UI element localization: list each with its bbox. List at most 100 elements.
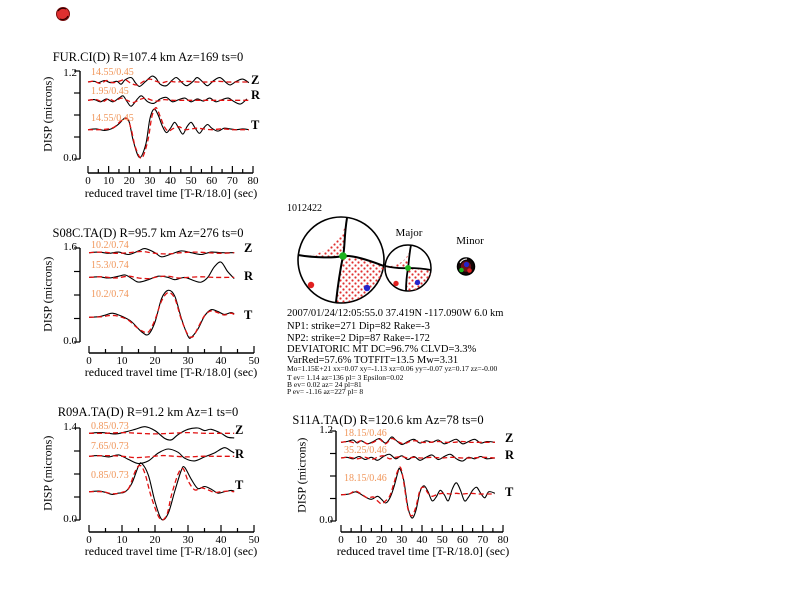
panel-title-s08c-ta: S08C.TA(D) R=95.7 km Az=276 ts=0 xyxy=(52,226,244,240)
x-tick-label: 0 xyxy=(85,175,91,187)
amp-label-t: 18.15/0.46 xyxy=(344,473,387,484)
synthetic-trace-Z xyxy=(87,78,249,86)
t-axis-line: T ev= 1.14 az=136 pl= 3 Epsilon=0.02 xyxy=(287,373,404,382)
moment-tensor-line: Mo=1.15E+21 xx=0.07 xy=-1.13 xz=0.06 yy=… xyxy=(287,364,498,373)
blue-axis-dot xyxy=(363,284,371,292)
x-tick-label: 10 xyxy=(356,534,368,546)
x-tick-label: 10 xyxy=(103,175,115,187)
amp-label-t: 14.55/0.45 xyxy=(91,113,134,124)
beachball-minor-arc xyxy=(459,258,468,264)
y-tick-label-min: 0.0 xyxy=(63,152,77,164)
x-tick-label: 60 xyxy=(457,534,469,546)
x-tick-label: 30 xyxy=(183,534,195,546)
x-tick-label: 70 xyxy=(227,175,239,187)
component-label-r: R xyxy=(505,448,515,462)
mt-line: DEVIATORIC MT DC=96.7% CLVD=3.3% xyxy=(287,344,477,355)
beachball-minor-label: Minor xyxy=(456,235,484,247)
x-tick-label: 30 xyxy=(183,355,195,367)
component-label-t: T xyxy=(244,308,253,322)
observed-trace-T xyxy=(88,289,235,339)
red-axis-dot xyxy=(307,281,315,289)
green-axis-dot xyxy=(405,265,411,271)
x-tick-label: 40 xyxy=(216,534,228,546)
x-axis-title: reduced travel time [T-R/18.0] (sec) xyxy=(84,544,258,558)
x-tick-label: 40 xyxy=(417,534,429,546)
x-axis-title: reduced travel time [T-R/18.0] (sec) xyxy=(84,365,258,379)
panel-title-s11a-ta: S11A.TA(D) R=120.6 km Az=78 ts=0 xyxy=(292,413,484,427)
tension-quadrant-nw xyxy=(298,218,347,258)
synthetic-trace-Z xyxy=(88,431,235,435)
y-tick-label-max: 1.4 xyxy=(63,421,77,433)
x-tick-label: 20 xyxy=(376,534,388,546)
component-label-t: T xyxy=(251,118,260,132)
component-label-t: T xyxy=(505,485,514,499)
observed-trace-Z xyxy=(340,436,495,446)
np1-line: NP1: strike=271 Dip=82 Rake=-3 xyxy=(287,321,430,332)
amp-label-r: 1.95/0.45 xyxy=(91,86,129,97)
observed-trace-R xyxy=(87,95,248,107)
synthetic-trace-T xyxy=(340,466,495,517)
p-axis-line: P ev= -1.16 az=227 pl= 8 xyxy=(287,387,364,396)
panel-title-r09a-ta: R09A.TA(D) R=91.2 km Az=1 ts=0 xyxy=(57,405,239,419)
blue-axis-dot xyxy=(414,279,421,286)
amp-label-z: 10.2/0.74 xyxy=(91,240,129,251)
observed-trace-R xyxy=(88,447,235,465)
component-label-z: Z xyxy=(505,431,514,445)
x-tick-label: 10 xyxy=(117,355,129,367)
x-tick-label: 80 xyxy=(498,534,510,546)
y-axis-title: DISP (microns) xyxy=(294,437,309,513)
tension-quadrant-nw xyxy=(385,245,411,269)
x-tick-label: 20 xyxy=(124,175,136,187)
y-tick-label-min: 0.0 xyxy=(319,514,333,526)
synthetic-trace-R xyxy=(87,97,249,104)
y-tick-label-max: 1.2 xyxy=(319,424,333,436)
observed-trace-R xyxy=(88,261,235,283)
x-tick-label: 60 xyxy=(206,175,218,187)
x-tick-label: 40 xyxy=(165,175,177,187)
panel-title-fur-ci: FUR.CI(D) R=107.4 km Az=169 ts=0 xyxy=(52,50,244,64)
red-axis-dot xyxy=(393,280,399,287)
amp-label-r: 7.65/0.73 xyxy=(91,441,129,452)
beachball-major-label: Major xyxy=(395,227,423,239)
synthetic-trace-T xyxy=(87,107,249,159)
component-label-r: R xyxy=(251,88,261,102)
fit-line: VarRed=57.6% TOTFIT=13.5 Mw=3.31 xyxy=(287,355,459,366)
synthetic-trace-R xyxy=(88,275,235,280)
synthetic-trace-T xyxy=(88,464,235,521)
x-tick-label: 40 xyxy=(216,355,228,367)
component-label-z: Z xyxy=(235,423,244,437)
x-tick-label: 80 xyxy=(248,175,260,187)
component-label-z: Z xyxy=(251,73,260,87)
y-tick-label-max: 1.2 xyxy=(63,67,77,79)
green-axis-dot xyxy=(339,252,347,260)
x-tick-label: 30 xyxy=(396,534,408,546)
x-tick-label: 50 xyxy=(249,534,261,546)
x-tick-label: 50 xyxy=(249,355,261,367)
component-label-r: R xyxy=(244,269,254,283)
y-axis-title: DISP (microns) xyxy=(40,76,55,152)
blue-axis-dot xyxy=(463,261,470,268)
component-label-z: Z xyxy=(244,241,253,255)
amp-label-r: 35.25/0.46 xyxy=(344,445,387,456)
synthetic-trace-Z xyxy=(340,437,495,445)
y-axis-title: DISP (microns) xyxy=(40,256,55,332)
component-label-t: T xyxy=(235,478,244,492)
x-tick-label: 50 xyxy=(186,175,198,187)
x-tick-label: 30 xyxy=(144,175,156,187)
synthetic-trace-Z xyxy=(88,250,235,255)
event-id: 1012422 xyxy=(287,203,322,214)
x-tick-label: 10 xyxy=(117,534,129,546)
x-tick-label: 0 xyxy=(86,534,92,546)
amp-label-z: 14.55/0.45 xyxy=(91,67,134,78)
red-axis-dot xyxy=(467,268,472,273)
synthetic-trace-R xyxy=(340,455,495,461)
green-axis-dot xyxy=(459,267,464,273)
tension-quadrant-se xyxy=(406,268,431,292)
x-tick-label: 20 xyxy=(150,534,162,546)
amp-label-z: 0.85/0.73 xyxy=(91,421,129,432)
x-tick-label: 0 xyxy=(86,355,92,367)
component-label-r: R xyxy=(235,447,245,461)
x-axis-title: reduced travel time [T-R/18.0] (sec) xyxy=(84,186,258,200)
